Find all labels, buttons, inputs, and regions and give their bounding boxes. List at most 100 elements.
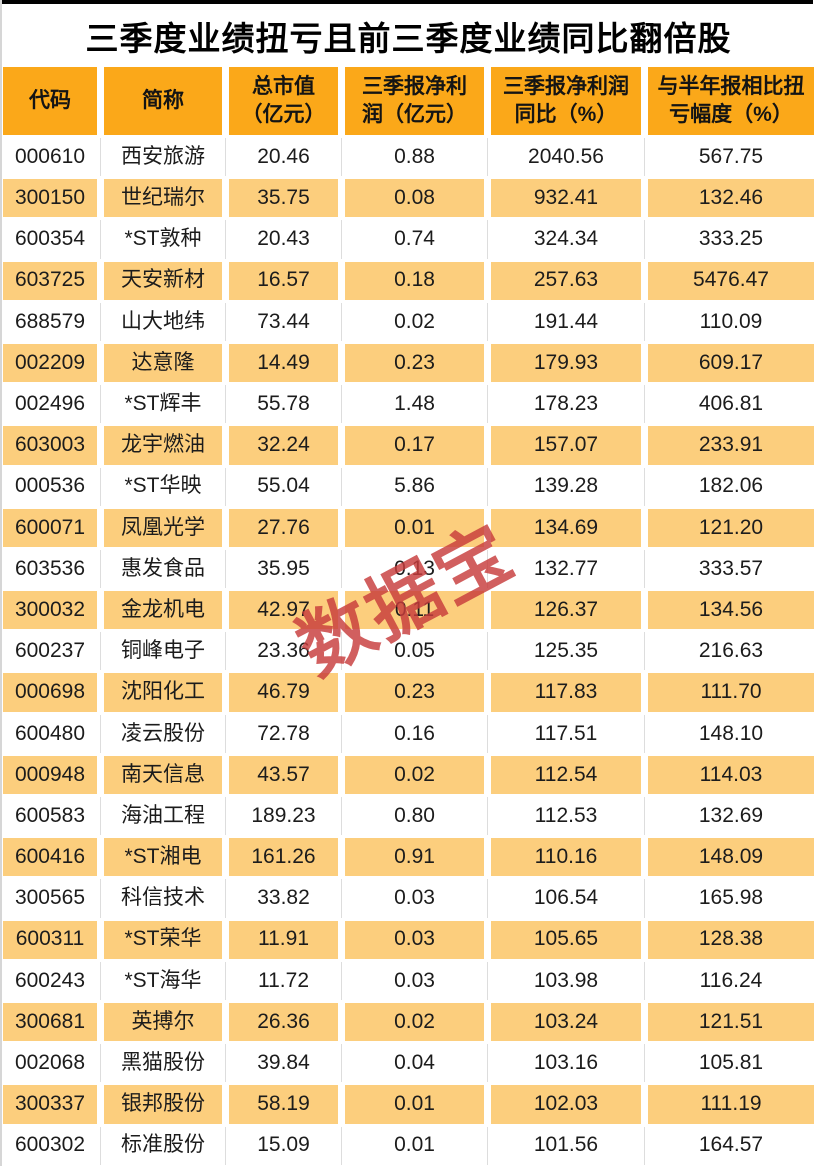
- column-header-name: 简称: [104, 67, 222, 135]
- cell-q3_yoy: 101.56: [491, 1126, 645, 1165]
- cell-name: 凤凰光学: [104, 508, 222, 547]
- cell-turnaround: 121.20: [648, 508, 814, 547]
- cell-mktcap: 11.91: [229, 920, 338, 959]
- cell-mktcap: 27.76: [229, 508, 338, 547]
- cell-turnaround: 609.17: [648, 343, 814, 383]
- cell-q3_yoy: 191.44: [491, 302, 645, 342]
- cell-mktcap: 161.26: [229, 838, 338, 877]
- column-header-mktcap: 总市值 （亿元）: [229, 67, 338, 135]
- cell-code: 000610: [3, 138, 101, 177]
- column-header-q3_profit: 三季报净利 润（亿元）: [345, 67, 484, 135]
- cell-q3_yoy: 112.53: [491, 797, 645, 836]
- cell-name: *ST海华: [104, 961, 226, 1001]
- cell-q3_profit: 0.88: [345, 138, 488, 177]
- cell-q3_profit: 0.01: [345, 1085, 484, 1124]
- cell-turnaround: 165.98: [648, 879, 814, 918]
- cell-turnaround: 111.70: [648, 673, 814, 712]
- cell-name: 金龙机电: [104, 591, 222, 630]
- cell-code: 688579: [3, 302, 101, 342]
- cell-name: 沈阳化工: [104, 673, 222, 712]
- cell-code: 300150: [3, 179, 97, 218]
- cell-turnaround: 132.69: [648, 797, 814, 836]
- cell-mktcap: 39.84: [229, 1044, 342, 1083]
- cell-mktcap: 20.46: [229, 138, 342, 177]
- cell-code: 600243: [3, 961, 101, 1001]
- cell-q3_profit: 0.05: [345, 632, 488, 671]
- cell-turnaround: 121.51: [648, 1002, 814, 1042]
- cell-name: 达意隆: [104, 343, 222, 383]
- cell-mktcap: 20.43: [229, 220, 342, 259]
- cell-q3_yoy: 125.35: [491, 632, 645, 671]
- cell-code: 600311: [3, 920, 97, 959]
- cell-code: 600302: [3, 1126, 101, 1165]
- cell-q3_yoy: 157.07: [491, 426, 641, 465]
- cell-name: 海油工程: [104, 797, 226, 836]
- cell-mktcap: 16.57: [229, 261, 338, 300]
- cell-name: 山大地纬: [104, 302, 226, 342]
- cell-q3_profit: 0.04: [345, 1044, 488, 1083]
- cell-mktcap: 43.57: [229, 755, 338, 794]
- cell-turnaround: 5476.47: [648, 261, 814, 300]
- cell-q3_yoy: 132.77: [491, 549, 645, 589]
- cell-code: 600237: [3, 632, 101, 671]
- column-header-code: 代码: [3, 67, 97, 135]
- cell-turnaround: 333.25: [648, 220, 814, 259]
- cell-q3_yoy: 106.54: [491, 879, 645, 918]
- cell-code: 300337: [3, 1085, 97, 1124]
- cell-q3_yoy: 105.65: [491, 920, 641, 959]
- cell-q3_profit: 0.01: [345, 508, 484, 547]
- cell-code: 603003: [3, 426, 97, 465]
- cell-mktcap: 32.24: [229, 426, 338, 465]
- cell-q3_yoy: 117.51: [491, 714, 645, 754]
- cell-mktcap: 15.09: [229, 1126, 342, 1165]
- cell-q3_profit: 0.02: [345, 302, 488, 342]
- cell-code: 600071: [3, 508, 97, 547]
- cell-q3_yoy: 103.98: [491, 961, 645, 1001]
- cell-q3_profit: 0.02: [345, 755, 484, 794]
- cell-q3_yoy: 178.23: [491, 385, 645, 424]
- cell-code: 600354: [3, 220, 101, 259]
- page-title: 三季度业绩扭亏且前三季度业绩同比翻倍股: [85, 19, 732, 57]
- cell-code: 000698: [3, 673, 97, 712]
- cell-name: *ST湘电: [104, 838, 222, 877]
- cell-code: 300565: [3, 879, 101, 918]
- cell-q3_profit: 0.01: [345, 1126, 488, 1165]
- cell-name: 银邦股份: [104, 1085, 222, 1124]
- cell-turnaround: 132.46: [648, 179, 814, 218]
- cell-code: 000536: [3, 467, 101, 506]
- cell-name: 龙宇燃油: [104, 426, 222, 465]
- cell-turnaround: 233.91: [648, 426, 814, 465]
- cell-q3_profit: 0.03: [345, 879, 488, 918]
- cell-turnaround: 116.24: [648, 961, 814, 1000]
- cell-name: *ST荣华: [104, 920, 222, 959]
- cell-mktcap: 189.23: [229, 797, 342, 836]
- cell-name: 铜峰电子: [104, 632, 226, 671]
- cell-turnaround: 114.03: [648, 755, 814, 794]
- cell-code: 002209: [3, 343, 97, 383]
- cell-turnaround: 148.09: [648, 838, 814, 877]
- cell-q3_profit: 0.03: [345, 961, 488, 1001]
- cell-code: 600416: [3, 838, 97, 877]
- cell-mktcap: 26.36: [229, 1002, 338, 1042]
- cell-mktcap: 55.78: [229, 385, 342, 424]
- cell-q3_profit: 0.23: [345, 343, 484, 383]
- cell-name: 黑猫股份: [104, 1044, 226, 1083]
- cell-name: 凌云股份: [104, 714, 226, 754]
- cell-code: 002496: [3, 385, 101, 424]
- cell-q3_profit: 0.13: [345, 549, 488, 589]
- cell-q3_profit: 0.18: [345, 261, 484, 300]
- cell-q3_profit: 0.17: [345, 426, 484, 465]
- cell-q3_yoy: 257.63: [491, 261, 641, 300]
- cell-name: 惠发食品: [104, 549, 226, 589]
- cell-q3_yoy: 103.16: [491, 1044, 645, 1083]
- cell-q3_profit: 0.80: [345, 797, 488, 836]
- cell-turnaround: 148.10: [648, 714, 814, 753]
- cell-q3_yoy: 139.28: [491, 467, 645, 506]
- stock-table: 代码 简称 总市值 （亿元） 三季报净利 润（亿元） 三季报净利润 同比（%） 与半年报相…: [3, 67, 814, 1165]
- cell-mktcap: 42.97: [229, 591, 338, 630]
- cell-name: 标准股份: [104, 1126, 226, 1165]
- cell-mktcap: 55.04: [229, 467, 342, 506]
- cell-turnaround: 111.19: [648, 1085, 814, 1124]
- cell-name: 科信技术: [104, 879, 226, 918]
